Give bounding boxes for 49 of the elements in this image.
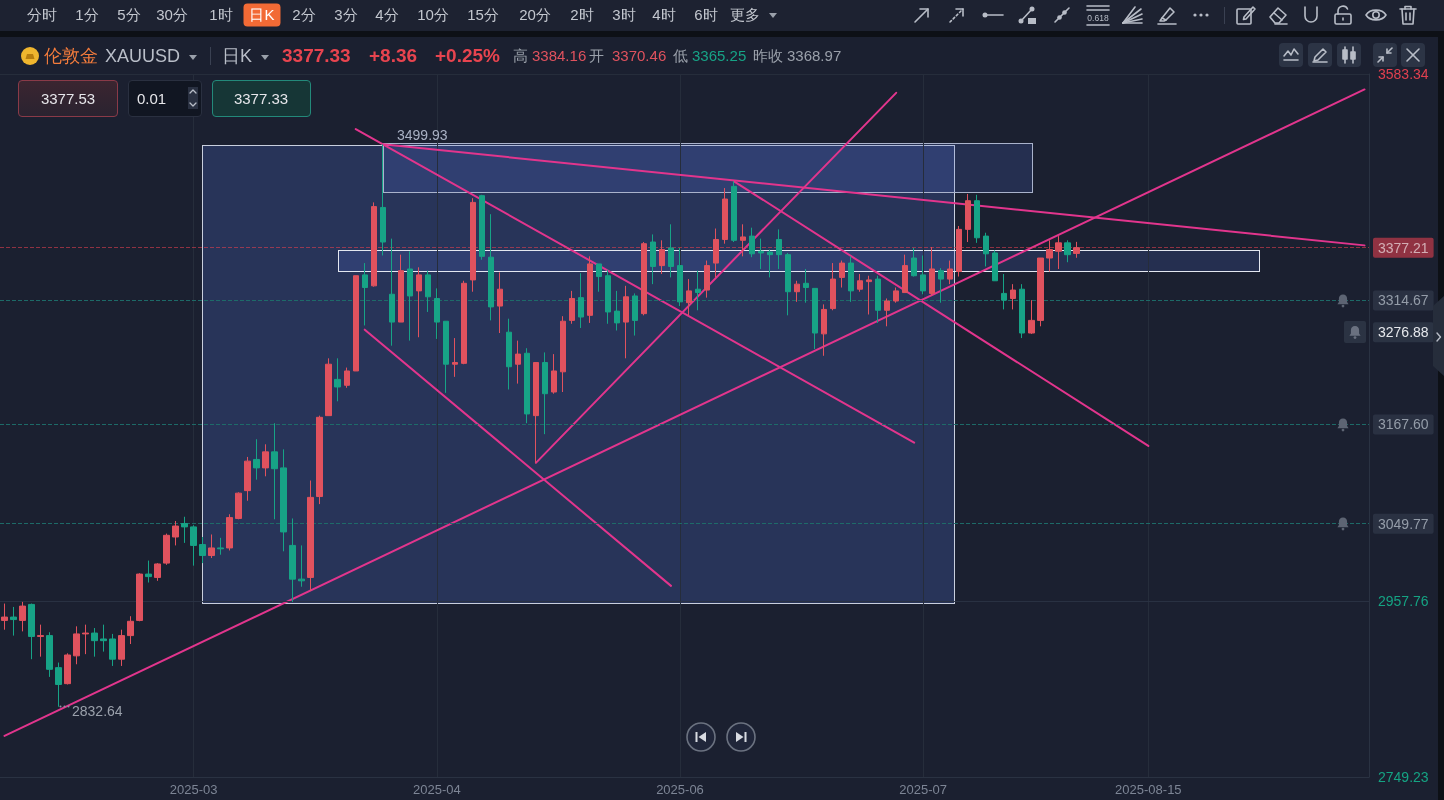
text: +0.25% xyxy=(435,45,500,67)
text: 分时 xyxy=(27,6,57,24)
text: 2分 xyxy=(292,6,316,24)
x-tick-label: 2025-08-15 xyxy=(1115,782,1182,797)
text: +8.36 xyxy=(369,45,418,67)
text: 3384.16 xyxy=(532,47,587,65)
text: 10分 xyxy=(417,6,449,24)
x-tick-label: 2025-03 xyxy=(169,782,218,797)
y-tick-label: 3276.88 xyxy=(1378,324,1429,341)
text: 日K xyxy=(243,3,281,27)
ref-line-label: 3049.77 xyxy=(1378,515,1429,532)
x-tick-label: 2025-07 xyxy=(899,782,948,797)
text: 1时 xyxy=(209,6,233,24)
text: 20分 xyxy=(519,6,551,24)
text: 3377.33 xyxy=(282,45,351,67)
text: 15分 xyxy=(467,6,499,24)
x-tick-label: 2025-04 xyxy=(412,782,461,797)
annotation: 2832.64 xyxy=(72,702,123,720)
x-tick-label: 2025-06 xyxy=(656,782,704,797)
text: 日K xyxy=(222,45,253,67)
text: 3368.97 xyxy=(787,47,842,65)
y-tick-label: 3583.34 xyxy=(1378,66,1429,82)
text: 4分 xyxy=(375,6,399,24)
annotation: 3499.93 xyxy=(397,126,448,144)
text: 1分 xyxy=(75,6,99,24)
text: 开 xyxy=(589,47,604,65)
text: 3时 xyxy=(612,6,636,24)
ref-line-label: 3377.21 xyxy=(1378,239,1429,256)
annotation: 3377.33 xyxy=(233,90,289,108)
text: 3370.46 xyxy=(612,47,667,65)
text: 3365.25 xyxy=(692,47,747,65)
text: 昨收 xyxy=(753,47,783,65)
ref-line-label: 3167.60 xyxy=(1378,416,1429,433)
text: 2时 xyxy=(570,6,594,24)
text: 3分 xyxy=(334,6,358,24)
text: 5分 xyxy=(117,6,141,24)
text: 高 xyxy=(513,47,528,65)
ref-line-label: 3314.67 xyxy=(1378,292,1429,309)
annotation: 0.01 xyxy=(137,90,167,108)
text: 4时 xyxy=(652,6,676,24)
annotation: 3377.53 xyxy=(40,90,96,108)
text: 30分 xyxy=(156,6,188,24)
y-tick-label: 2749.23 xyxy=(1378,769,1429,785)
y-tick-label: 2957.76 xyxy=(1378,593,1429,610)
text: 6时 xyxy=(694,6,718,24)
chart-title: 伦敦金 xyxy=(44,45,98,67)
chart-subtitle: XAUUSD xyxy=(105,45,181,67)
text: 更多 xyxy=(730,6,760,24)
text: 低 xyxy=(673,47,688,65)
